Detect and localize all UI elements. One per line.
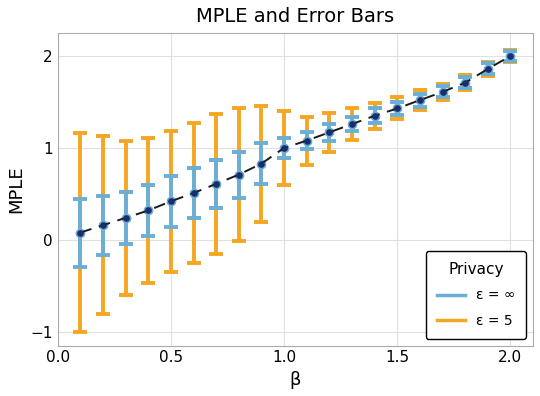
Title: MPLE and Error Bars: MPLE and Error Bars (197, 7, 394, 26)
X-axis label: β: β (289, 371, 301, 389)
Legend: ε = ∞, ε = 5: ε = ∞, ε = 5 (426, 251, 526, 339)
Y-axis label: MPLE: MPLE (7, 166, 25, 213)
